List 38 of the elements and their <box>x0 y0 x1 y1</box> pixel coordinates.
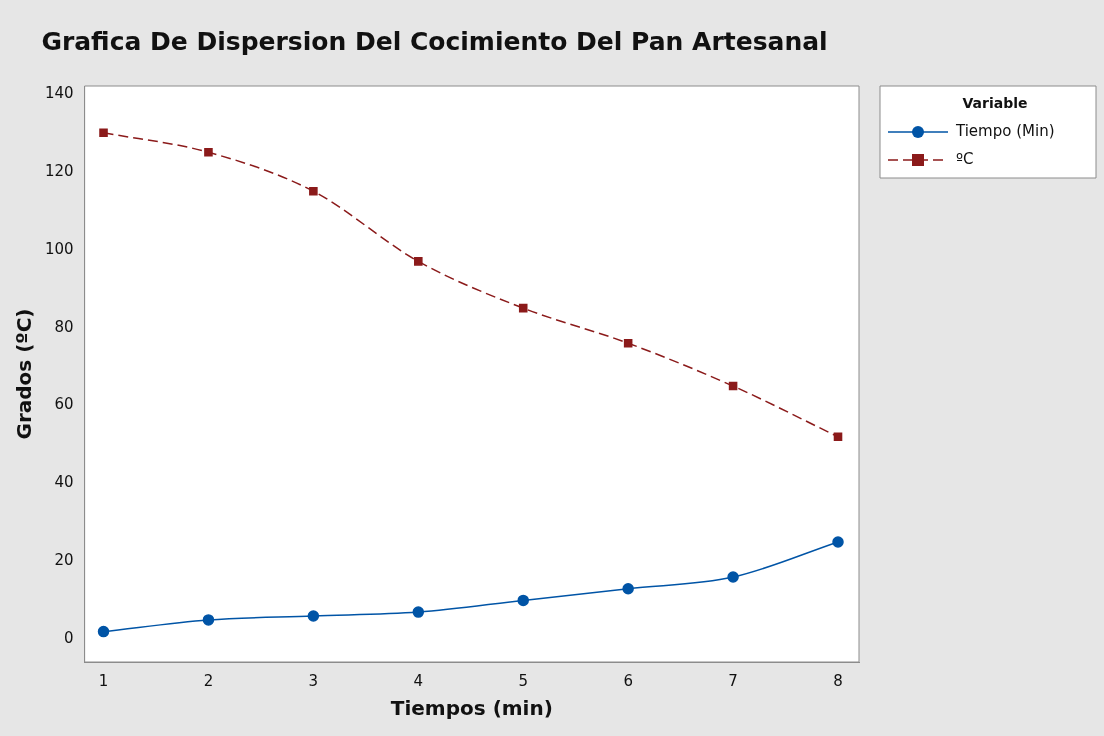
point <box>97 625 110 638</box>
legend-label: Tiempo (Min) <box>955 121 1055 140</box>
point <box>412 606 425 618</box>
y-axis-title: Grados (ºC) <box>12 308 37 440</box>
y-tick-label: 120 <box>44 161 74 180</box>
legend-label: ºC <box>956 149 974 168</box>
point <box>309 186 318 196</box>
x-tick-label: 6 <box>623 671 633 690</box>
x-tick-label: 2 <box>203 671 214 690</box>
x-axis-title: Tiempos (min) <box>390 696 553 721</box>
y-tick-label: 0 <box>64 629 74 648</box>
y-tick-label: 80 <box>54 317 74 336</box>
point <box>202 614 215 626</box>
legend-title: Variable <box>962 94 1028 111</box>
y-tick-label: 20 <box>54 551 74 570</box>
point <box>728 381 738 391</box>
point <box>727 571 739 583</box>
point <box>518 303 528 313</box>
x-tick-label: 3 <box>308 671 319 690</box>
point <box>204 147 213 157</box>
x-tick-label: 7 <box>728 671 738 690</box>
x-tick-label: 5 <box>518 671 528 690</box>
x-tick-label: 1 <box>98 671 109 690</box>
x-tick-label: 8 <box>833 671 843 690</box>
point <box>414 257 423 266</box>
point <box>307 610 320 622</box>
point <box>623 338 633 348</box>
y-tick-label: 100 <box>44 239 74 258</box>
y-tick-label: 40 <box>54 473 74 492</box>
point <box>833 432 843 442</box>
chart-title: Grafica De Dispersion Del Cocimiento Del Pan Artesanal <box>41 26 828 56</box>
y-tick-label: 140 <box>44 83 74 102</box>
point <box>517 594 529 607</box>
y-tick-label: 60 <box>54 395 74 414</box>
point <box>99 128 108 138</box>
x-tick-label: 4 <box>413 671 424 690</box>
point <box>832 536 844 548</box>
point <box>622 582 634 595</box>
